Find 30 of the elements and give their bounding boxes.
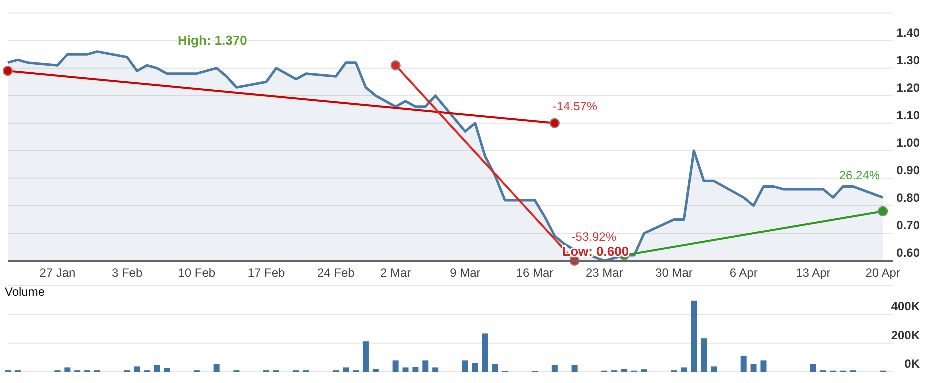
x-tick-label: 27 Jan — [40, 266, 76, 280]
y-tick-label: 1.00 — [896, 136, 920, 150]
annotation: -14.57% — [552, 99, 598, 114]
x-tick-label: 6 Apr — [730, 266, 758, 280]
chart-title: Volume — [5, 285, 46, 299]
x-tick-label: 16 Mar — [516, 266, 554, 280]
y-tick-label: 400K — [891, 300, 920, 314]
y-tick-label: 0.60 — [896, 246, 920, 260]
x-tick-label: 9 Mar — [450, 266, 481, 280]
x-tick-label: 10 Feb — [178, 266, 216, 280]
x-tick-label: 13 Apr — [796, 266, 831, 280]
y-tick-label: 0.80 — [896, 190, 920, 205]
y-tick-label: 1.30 — [896, 53, 920, 68]
y-tick-label: 1.20 — [896, 80, 920, 95]
x-tick-label: 20 Apr — [866, 266, 900, 280]
y-tick-label: 0K — [904, 357, 920, 371]
y-tick-label: 200K — [891, 328, 920, 342]
x-tick-label: 3 Feb — [112, 266, 143, 280]
x-tick-label: 30 Mar — [656, 266, 693, 280]
x-tick-label: 23 Mar — [586, 266, 624, 280]
annotation: High: 1.370 — [178, 33, 248, 48]
x-tick-label: 24 Feb — [317, 266, 356, 280]
x-tick-label: 17 Feb — [248, 266, 286, 280]
annotation: -53.92% — [572, 230, 617, 244]
y-tick-label: 0.70 — [896, 218, 920, 232]
x-tick-label: 2 Mar — [380, 266, 412, 280]
y-tick-label: 1.40 — [896, 26, 920, 40]
annotation: 26.24% — [839, 168, 880, 182]
y-tick-label: 1.10 — [896, 108, 920, 122]
y-tick-label: 0.90 — [896, 163, 920, 178]
